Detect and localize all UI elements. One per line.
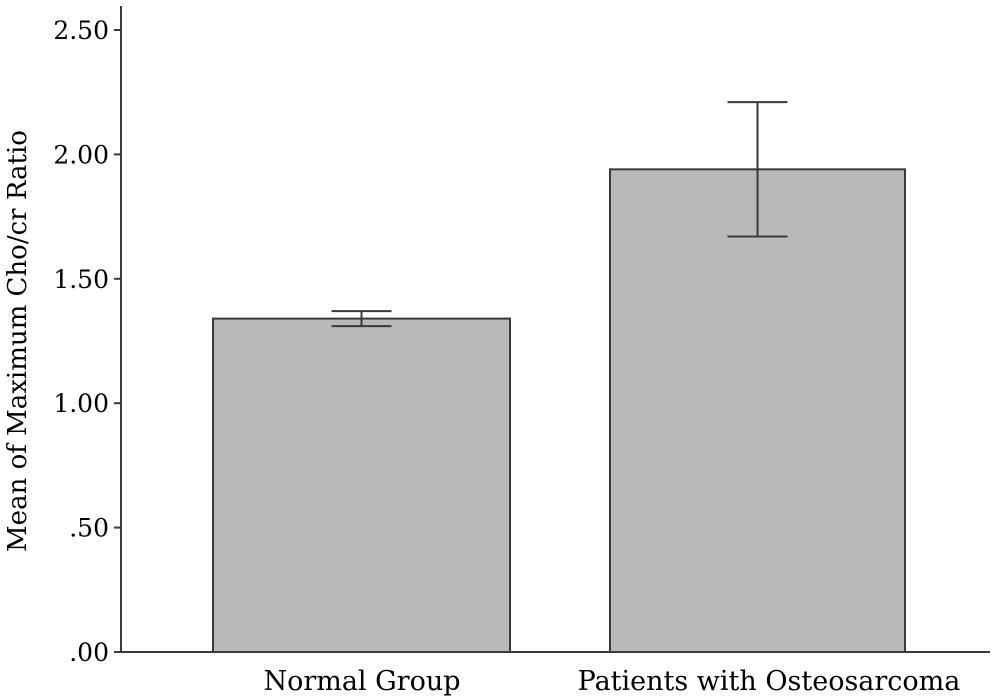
y-tick-label: 2.00: [53, 140, 109, 169]
bars-group: [212, 168, 906, 653]
y-axis-title: Mean of Maximum Cho/cr Ratio: [3, 130, 33, 552]
y-ticks-group: .00 .50 1.00 1.50 2.00 2.50: [53, 16, 121, 667]
bar-2: [609, 168, 906, 653]
x-category-label: Normal Group: [263, 666, 460, 697]
y-tick-label: .50: [69, 514, 109, 543]
x-category-labels: Normal Group Patients with Osteosarcoma: [263, 666, 960, 697]
error-bars-group: [331, 101, 788, 328]
y-tick-label: 1.00: [53, 389, 109, 418]
x-category-label: Patients with Osteosarcoma: [578, 666, 961, 697]
error-bar-2: [727, 101, 788, 238]
y-tick-label: 2.50: [53, 16, 109, 45]
bar-1: [212, 317, 511, 653]
axes-group: [120, 6, 990, 653]
y-tick-label: 1.50: [53, 265, 109, 294]
y-tick-label: .00: [69, 638, 109, 667]
error-bar-1: [331, 310, 392, 328]
